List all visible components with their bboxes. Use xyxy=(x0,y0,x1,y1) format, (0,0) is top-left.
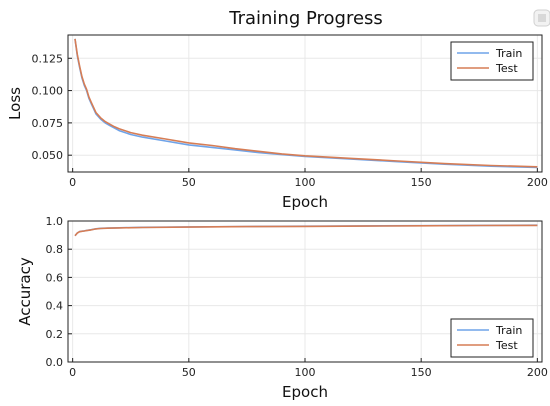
x-axis-title: Epoch xyxy=(282,193,328,211)
y-axis-title: Loss xyxy=(6,87,24,120)
x-tick-label: 150 xyxy=(411,176,432,189)
series-line-test xyxy=(74,224,538,237)
x-tick-label: 100 xyxy=(295,176,316,189)
legend-label: Train xyxy=(495,324,522,337)
x-tick-label: 50 xyxy=(182,176,196,189)
loss-chart: 0 50 100 150 200 0.050 0.075 0.100 0.125 Epoch Los… xyxy=(6,34,548,211)
legend-box xyxy=(450,318,534,358)
y-tick-label: 0.100 xyxy=(32,85,64,98)
y-tick-label: 0.050 xyxy=(32,149,64,162)
y-tick-label: 0.8 xyxy=(46,243,64,256)
x-tick-label: 200 xyxy=(527,366,548,379)
x-tick-label: 200 xyxy=(527,176,548,189)
legend-label: Train xyxy=(495,47,522,60)
legend: Train Test xyxy=(450,318,534,358)
y-tick-label: 0.2 xyxy=(46,328,64,341)
legend-label: Test xyxy=(495,339,518,352)
y-tick-label: 0.075 xyxy=(32,117,64,130)
y-tick-label: 0.0 xyxy=(46,356,64,369)
x-tick-label: 150 xyxy=(411,366,432,379)
x-tick-label: 0 xyxy=(69,176,76,189)
x-tick-label: 0 xyxy=(69,366,76,379)
legend-box xyxy=(450,41,534,81)
x-tick-label: 50 xyxy=(182,366,196,379)
series-line-test xyxy=(74,38,538,168)
accuracy-chart: 0 50 100 150 200 0.0 0.2 0.4 0.6 0.8 1.0 Epoch Accur… xyxy=(16,215,548,401)
y-axis-title: Accuracy xyxy=(16,257,34,326)
menu-icon[interactable] xyxy=(533,9,550,27)
y-tick-label: 0.4 xyxy=(46,300,64,313)
figure-title: Training Progress xyxy=(228,8,383,29)
x-tick-label: 100 xyxy=(295,366,316,379)
y-tick-label: 0.6 xyxy=(46,271,64,284)
y-tick-label: 0.125 xyxy=(32,52,64,65)
x-axis-title: Epoch xyxy=(282,383,328,401)
legend: Train Test xyxy=(450,41,534,81)
y-tick-label: 1.0 xyxy=(46,215,64,228)
legend-label: Test xyxy=(495,62,518,75)
